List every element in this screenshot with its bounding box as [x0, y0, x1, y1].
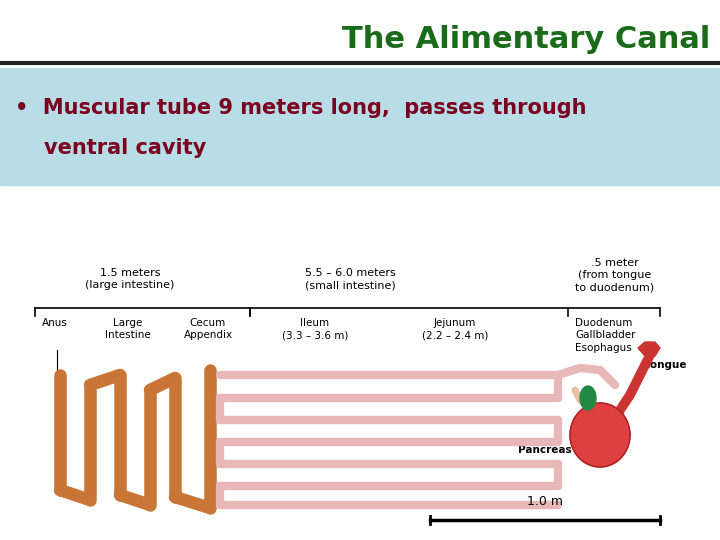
- Text: to duodenum): to duodenum): [575, 282, 654, 292]
- Text: Cecum
Appendix: Cecum Appendix: [184, 318, 233, 340]
- Text: Tongue: Tongue: [645, 360, 688, 370]
- Text: 5.5 – 6.0 meters: 5.5 – 6.0 meters: [305, 268, 395, 278]
- Text: Large
Intestine: Large Intestine: [105, 318, 151, 340]
- Polygon shape: [580, 386, 596, 410]
- Text: Stomach: Stomach: [577, 415, 623, 425]
- Text: (large intestine): (large intestine): [85, 280, 175, 290]
- Text: Anus: Anus: [42, 318, 68, 328]
- Bar: [0, 68, 720, 185]
- Text: Jejunum
(2.2 – 2.4 m): Jejunum (2.2 – 2.4 m): [422, 318, 488, 340]
- Polygon shape: [638, 342, 660, 356]
- Text: Pancreas: Pancreas: [518, 445, 572, 455]
- Text: (from tongue: (from tongue: [578, 270, 652, 280]
- Text: The Alimentary Canal: The Alimentary Canal: [341, 25, 710, 55]
- Text: Duodenum
Gallbladder
Esophagus: Duodenum Gallbladder Esophagus: [575, 318, 636, 353]
- Text: 1.0 m: 1.0 m: [527, 495, 563, 508]
- Text: ventral cavity: ventral cavity: [15, 138, 206, 158]
- Text: (small intestine): (small intestine): [305, 280, 395, 290]
- Polygon shape: [570, 403, 630, 467]
- Text: 1.5 meters: 1.5 meters: [100, 268, 161, 278]
- Text: .5 meter: .5 meter: [591, 258, 639, 268]
- Text: •  Muscular tube 9 meters long,  passes through: • Muscular tube 9 meters long, passes th…: [15, 98, 587, 118]
- Text: Ileum
(3.3 – 3.6 m): Ileum (3.3 – 3.6 m): [282, 318, 348, 340]
